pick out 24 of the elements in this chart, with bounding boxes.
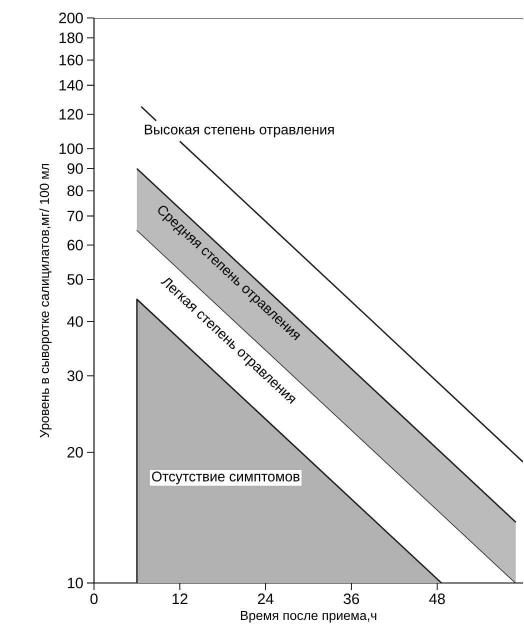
y-tick-label: 60 [68, 240, 84, 250]
y-axis-title: Уровень в сыворотке салицилатов,мг/ 100 мл [40, 164, 52, 438]
x-axis-title: Время после приема,ч [241, 611, 376, 623]
y-tick-label: 40 [67, 316, 84, 327]
x-tick-label: 0 [90, 594, 98, 604]
y-tick-label: 200 [59, 12, 84, 24]
y-tick-label: 90 [68, 163, 84, 174]
x-tick-label: 36 [344, 594, 360, 604]
y-tick-label: 20 [68, 446, 84, 458]
y-tick-label: 70 [68, 210, 84, 222]
y-tick-label: 140 [60, 80, 84, 91]
y-tick-label: 180 [60, 32, 84, 44]
x-tick-label: 48 [429, 594, 446, 604]
y-tick-label: 80 [68, 185, 84, 196]
y-tick-label: 50 [68, 274, 84, 285]
annotation: Высокая степень отравления [145, 124, 334, 138]
x-tick-label: 12 [172, 594, 188, 604]
x-tick-label: 24 [258, 594, 274, 604]
y-tick-label: 30 [68, 370, 84, 382]
annotation: Отсутствие симптомов [152, 472, 300, 484]
y-tick-label: 120 [60, 109, 84, 120]
y-tick-label: 10 [68, 578, 84, 588]
y-tick-label: 100 [60, 143, 84, 154]
y-tick-label: 160 [60, 54, 84, 66]
